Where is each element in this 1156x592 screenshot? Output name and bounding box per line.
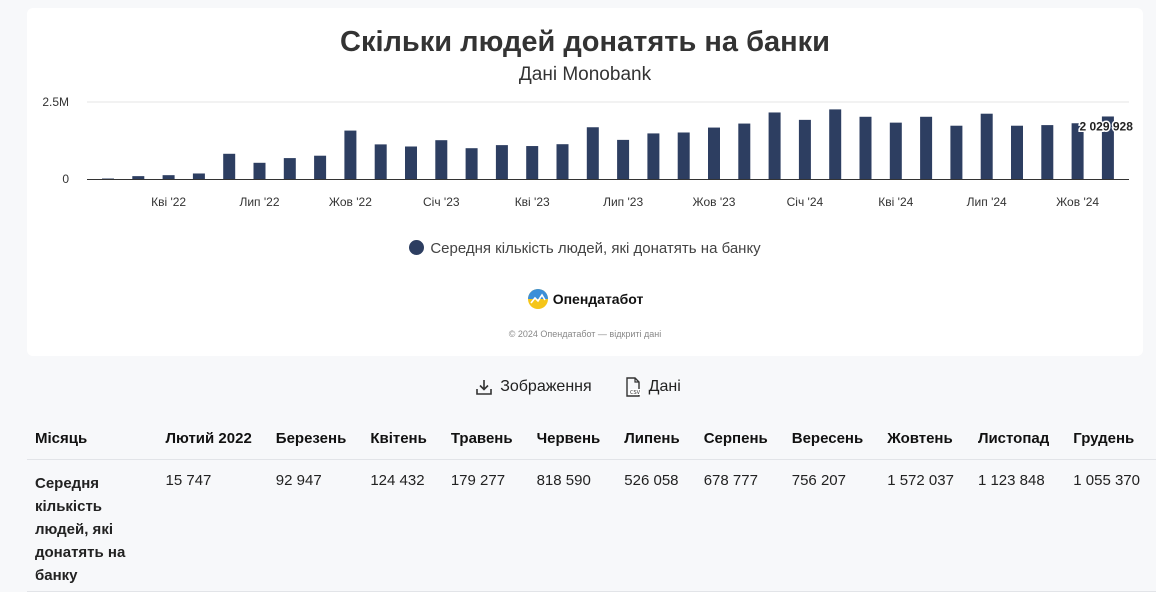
table-header-cell: Травень	[442, 418, 529, 460]
table-header-cell: Червень	[528, 418, 617, 460]
table-header-cell: Лютий 2022	[157, 418, 268, 460]
table-header-cell: Грудень	[1065, 418, 1156, 460]
bar	[132, 176, 145, 179]
table-cell: 526 058	[616, 459, 696, 592]
bar	[647, 133, 660, 179]
x-tick-label: Кві '22	[151, 195, 186, 209]
table-header-row: Місяць Лютий 2022 Березень Квітень Траве…	[27, 418, 1156, 460]
bar	[253, 162, 266, 179]
x-tick-label: Лип '24	[967, 195, 1007, 209]
brand-name: Опендатабот	[552, 291, 644, 307]
x-tick-label: Жов '24	[1056, 195, 1099, 209]
download-data-label: Дані	[648, 378, 681, 395]
table-header-cell: Березень	[267, 418, 363, 460]
bar	[859, 116, 872, 179]
chart-subtitle: Дані Monobank	[518, 64, 652, 85]
download-image-label: Зображення	[500, 378, 592, 395]
x-tick-label: Січ '24	[787, 195, 824, 209]
download-data-button[interactable]: CSV Дані	[624, 377, 681, 397]
chart-legend[interactable]: Середня кількість людей, які донатять на…	[27, 240, 1143, 257]
table-cell: 179 277	[442, 459, 529, 592]
table-cell: 1 123 848	[969, 459, 1066, 592]
table-header-cell: Вересень	[783, 418, 880, 460]
x-tick-label: Січ '23	[423, 195, 460, 209]
x-tick-label: Кві '24	[878, 195, 913, 209]
x-tick-label: Жов '23	[693, 195, 736, 209]
bar	[617, 139, 630, 179]
bar	[435, 140, 448, 179]
bar	[405, 146, 417, 179]
opendatabot-logo-icon	[527, 289, 548, 309]
data-label: 2 029 928	[1080, 119, 1134, 133]
svg-text:CSV: CSV	[630, 390, 641, 396]
bar	[738, 123, 751, 179]
bar	[829, 109, 842, 179]
brand[interactable]: Опендатабот	[27, 288, 1143, 310]
legend-label: Середня кількість людей, які донатять на…	[430, 240, 761, 257]
bar	[889, 122, 902, 179]
bar	[556, 144, 569, 179]
bar	[920, 116, 933, 179]
bar	[677, 132, 690, 179]
bar	[526, 146, 539, 179]
bar	[1101, 116, 1114, 179]
x-tick-label: Кві '23	[515, 195, 550, 209]
bar	[374, 144, 387, 179]
bar	[344, 130, 357, 179]
bar	[980, 113, 993, 179]
bar	[162, 175, 175, 179]
bar	[950, 125, 963, 179]
legend-marker	[409, 240, 425, 255]
copyright: © 2024 Опендатабот — відкриті дані	[508, 329, 662, 339]
table-header-cell: Місяць	[27, 418, 158, 460]
bar	[495, 145, 508, 179]
bar	[223, 153, 236, 179]
table-cell: 1 055 370	[1065, 459, 1156, 592]
bar	[465, 148, 478, 179]
x-tick-label: Лип '22	[239, 195, 279, 209]
table-row: Середня кількість людей, які донатять на…	[27, 459, 1156, 592]
bar	[586, 127, 599, 179]
download-actions: Зображення CSV Дані	[0, 377, 1156, 397]
table-header-cell: Липень	[616, 418, 696, 460]
y-tick-label: 2.5M	[42, 95, 69, 109]
bar	[768, 112, 781, 179]
table-cell: 678 777	[695, 459, 784, 592]
bar	[314, 155, 327, 179]
download-icon	[476, 380, 493, 395]
data-table-wrapper[interactable]: Місяць Лютий 2022 Березень Квітень Траве…	[27, 418, 1156, 592]
x-tick-label: Жов '22	[329, 195, 372, 209]
csv-file-icon: CSV	[625, 377, 641, 397]
chart-title: Скільки людей донатять на банки	[340, 26, 830, 58]
table-row-label: Середня кількість людей, які донатять на…	[27, 459, 158, 592]
table-cell: 756 207	[783, 459, 880, 592]
bar	[1011, 125, 1023, 179]
table-header-cell: Квітень	[362, 418, 443, 460]
bar	[798, 119, 811, 179]
bar-chart: 0 2.5M Кві '22 Лип '22 Жов '22 Січ '23 Кві '23…	[42, 95, 1134, 209]
table-cell: 818 590	[528, 459, 617, 592]
table-cell: 124 432	[362, 459, 443, 592]
table-header-cell: Серпень	[695, 418, 784, 460]
y-tick-label: 0	[62, 172, 69, 186]
table-cell: 15 747	[157, 459, 268, 592]
bar	[708, 127, 720, 179]
table-cell: 92 947	[267, 459, 363, 592]
table-header-cell: Листопад	[969, 418, 1066, 460]
table-header-cell: Жовтень	[879, 418, 970, 460]
bar	[1071, 123, 1084, 179]
chart-card: Скільки людей донатять на банки Дані Mon…	[27, 8, 1143, 356]
x-tick-label: Лип '23	[603, 195, 643, 209]
download-image-button[interactable]: Зображення	[475, 377, 592, 397]
bar	[283, 158, 296, 179]
data-table: Місяць Лютий 2022 Березень Квітень Траве…	[27, 418, 1156, 592]
bar	[1041, 125, 1054, 179]
bar	[192, 173, 205, 179]
table-cell: 1 572 037	[879, 459, 970, 592]
